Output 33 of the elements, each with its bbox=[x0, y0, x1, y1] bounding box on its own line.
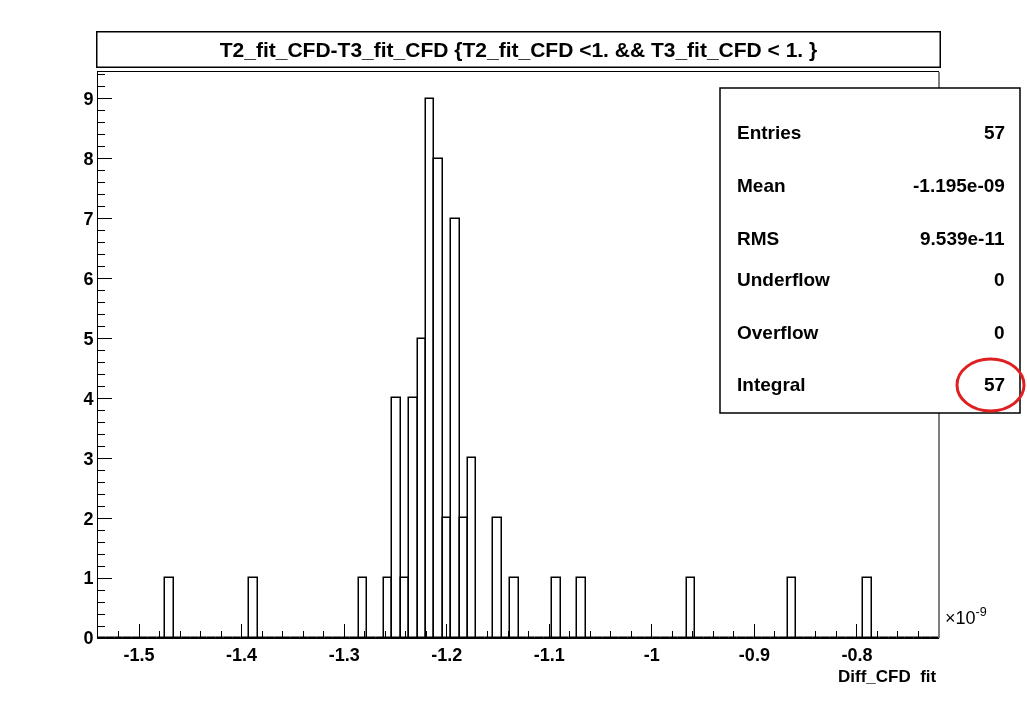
y-tick-label: 4 bbox=[83, 388, 94, 409]
x-tick-label: -1.2 bbox=[431, 644, 463, 665]
text: 57 bbox=[984, 122, 1006, 143]
y-tick-label: 0 bbox=[83, 628, 94, 649]
x-tick-label: -1.3 bbox=[328, 644, 360, 665]
text: ×10$^{-9}$ bbox=[945, 605, 987, 628]
annotation: Mean bbox=[737, 175, 786, 196]
y-tick-label: 6 bbox=[83, 268, 94, 289]
annotation: Integral bbox=[737, 374, 806, 395]
annotation: Overflow bbox=[737, 322, 819, 343]
annotation: 9.539e-11 bbox=[920, 228, 1005, 249]
x-tick-label: -0.9 bbox=[738, 644, 770, 665]
text: 0 bbox=[994, 269, 1005, 290]
x-axis-title: Diff_CFD fit bbox=[838, 667, 937, 686]
y-tick-label: 9 bbox=[83, 89, 94, 110]
annotation: Entries bbox=[737, 122, 802, 143]
y-tick-label: 7 bbox=[83, 209, 94, 230]
x-tick-label: -1.4 bbox=[226, 644, 258, 665]
annotation: RMS bbox=[737, 228, 780, 249]
text: 0 bbox=[994, 322, 1005, 343]
text: 57 bbox=[984, 374, 1006, 395]
x-tick-label: -1.5 bbox=[123, 644, 155, 665]
y-tick-label: 8 bbox=[83, 149, 94, 170]
x-tick-label: -1 bbox=[643, 644, 660, 665]
y-tick-label: 1 bbox=[83, 568, 94, 589]
x-tick-label: -1.1 bbox=[533, 644, 565, 665]
y-tick-label: 3 bbox=[83, 448, 94, 469]
chart-title: T2_fit_CFD-T3_fit_CFD {T2_fit_CFD <1. && T3_fit_CFD < 1. } bbox=[219, 38, 818, 61]
annotation: -1.195e-09 bbox=[913, 175, 1005, 196]
x-tick-label: -0.8 bbox=[841, 644, 873, 665]
annotation: Underflow bbox=[737, 269, 831, 290]
y-tick-label: 5 bbox=[83, 328, 94, 349]
y-tick-label: 2 bbox=[83, 508, 94, 529]
